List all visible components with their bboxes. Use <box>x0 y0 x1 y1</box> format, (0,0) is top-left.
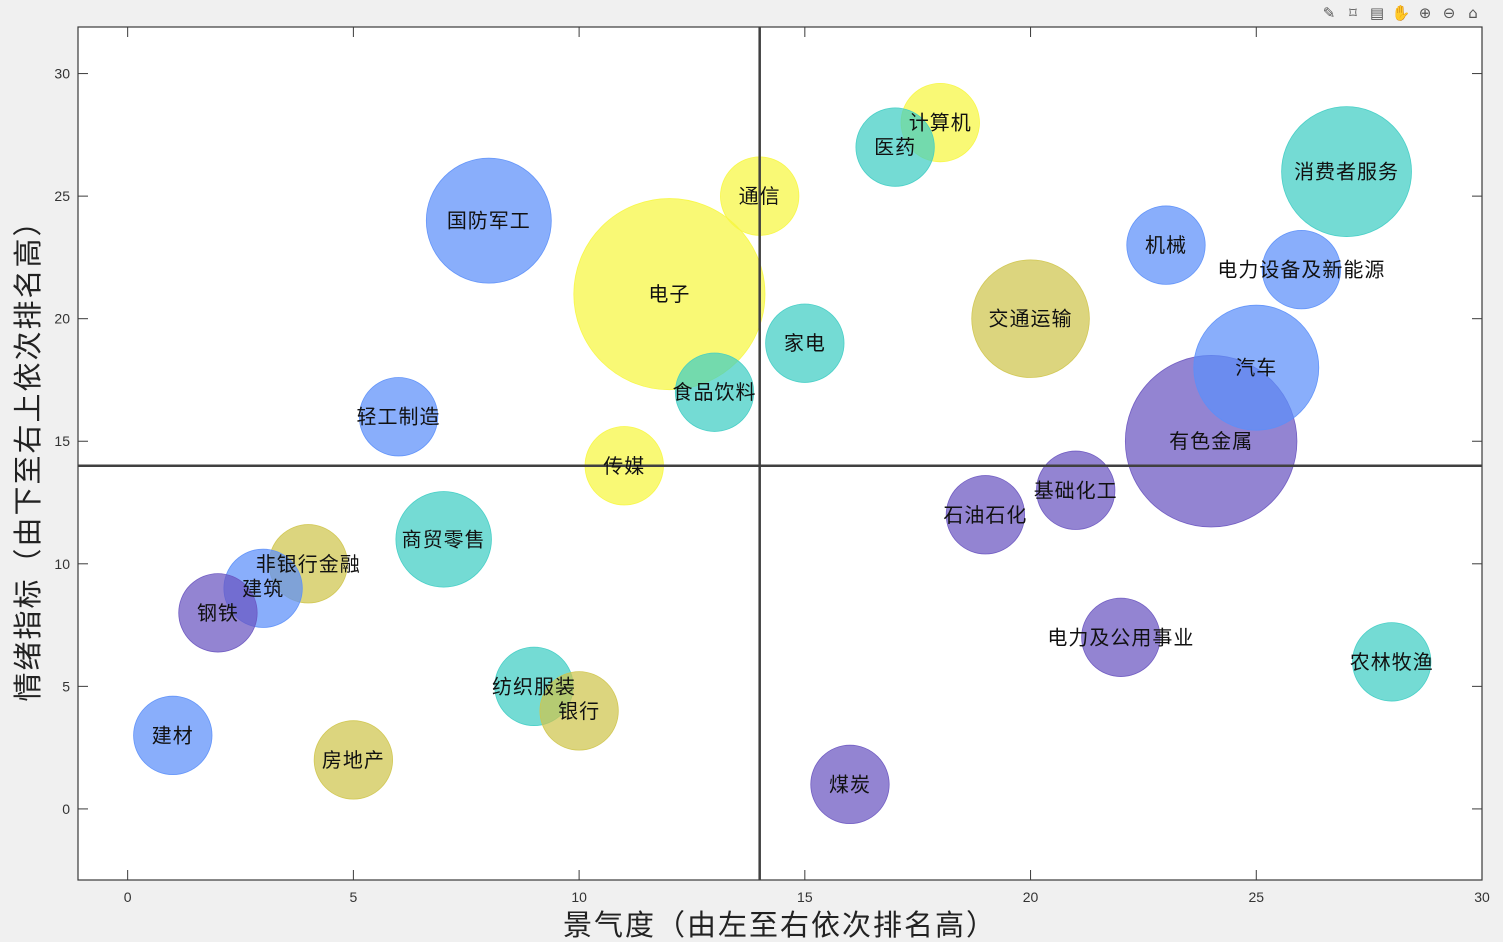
bubble <box>1126 205 1206 285</box>
bubble-label: 交通运输 <box>989 307 1073 331</box>
pan-hand-icon[interactable]: ✋ <box>1391 4 1411 22</box>
bubble <box>178 573 258 653</box>
x-tick-label: 0 <box>124 889 132 905</box>
axis-ticks: 0 5 10 15 20 25 30 0 5 10 15 20 25 30 <box>54 27 1490 905</box>
x-tick-label: 25 <box>1248 889 1264 905</box>
bubble <box>971 259 1090 378</box>
bubble-label: 石油石化 <box>943 503 1027 527</box>
datatip-icon[interactable]: ⌑ <box>1349 4 1357 22</box>
bubble <box>855 107 935 187</box>
bubble-label: 基础化工 <box>1034 478 1118 502</box>
bubble-label: 通信 <box>739 184 781 208</box>
bubble <box>425 157 552 284</box>
y-tick-label: 10 <box>54 556 70 572</box>
bubble-label: 轻工制造 <box>357 405 441 429</box>
bubble-label: 钢铁 <box>197 601 239 625</box>
bubble <box>1281 106 1412 237</box>
y-tick-label: 0 <box>62 801 70 817</box>
y-axis-title: 情绪指标（由下至右上依次排名高） <box>11 205 45 701</box>
bubble <box>358 377 439 457</box>
x-axis-title: 景气度（由左至右依次排名高） <box>563 908 997 942</box>
bubble <box>1352 622 1432 702</box>
bubble-label: 建筑 <box>242 576 284 600</box>
bubble <box>674 352 755 432</box>
x-tick-label: 10 <box>571 889 587 905</box>
bubble-label: 国防军工 <box>447 209 531 233</box>
bubble-label: 电子 <box>648 282 690 306</box>
bubble <box>395 491 492 588</box>
reference-lines <box>78 27 1482 880</box>
bubble-label: 纺织服装 <box>492 674 576 698</box>
x-tick-label: 15 <box>797 889 813 905</box>
bubble-label: 消费者服务 <box>1294 160 1399 184</box>
y-tick-label: 30 <box>54 66 70 82</box>
figure-toolbar: ✎ ⌑ ▤ ✋ ⊕ ⊖ ⌂ <box>1319 2 1483 24</box>
bubble <box>1036 450 1116 530</box>
x-tick-label: 5 <box>349 889 357 905</box>
bubble-label: 计算机 <box>909 111 972 135</box>
bubble-label: 建材 <box>152 723 194 747</box>
zoom-out-icon[interactable]: ⊖ <box>1442 4 1456 22</box>
bubble-label: 农林牧渔 <box>1350 650 1434 674</box>
bubble <box>573 198 766 391</box>
bubble <box>765 303 845 383</box>
bubble-label: 商贸零售 <box>402 527 486 551</box>
bubbles <box>133 82 1432 825</box>
x-tick-label: 30 <box>1474 889 1490 905</box>
bubble <box>133 695 213 776</box>
y-tick-label: 20 <box>54 311 70 327</box>
bubble <box>945 475 1026 555</box>
bubble-label: 有色金属 <box>1169 429 1253 453</box>
brush-icon[interactable]: ✎ <box>1322 4 1336 22</box>
bubble <box>1193 304 1320 431</box>
bubble-label: 煤炭 <box>829 772 871 796</box>
x-tick-label: 20 <box>1023 889 1039 905</box>
y-tick-label: 15 <box>54 433 70 449</box>
home-icon[interactable]: ⌂ <box>1468 4 1478 22</box>
bubble-label: 房地产 <box>322 748 385 772</box>
bubble-label: 银行 <box>558 699 600 723</box>
bubble <box>810 744 890 825</box>
bubble <box>1081 597 1161 677</box>
bubble-label: 传媒 <box>603 454 645 478</box>
legend-icon[interactable]: ▤ <box>1369 4 1385 22</box>
bubble-label: 电力设备及新能源 <box>1217 258 1385 282</box>
y-tick-label: 5 <box>62 678 70 694</box>
bubble <box>1261 230 1342 310</box>
bubble-label: 非银行金融 <box>256 552 361 576</box>
bubble <box>313 720 394 800</box>
bubble-label: 家电 <box>784 331 826 355</box>
bubble-label: 电力及公用事业 <box>1047 625 1194 649</box>
bubble-label: 医药 <box>874 135 916 159</box>
bubble <box>539 671 619 751</box>
bubble-label: 食品饮料 <box>673 380 757 404</box>
bubble-label: 机械 <box>1145 233 1187 257</box>
zoom-in-icon[interactable]: ⊕ <box>1418 4 1432 22</box>
y-tick-label: 25 <box>54 188 70 204</box>
bubble-label: 汽车 <box>1235 356 1277 380</box>
